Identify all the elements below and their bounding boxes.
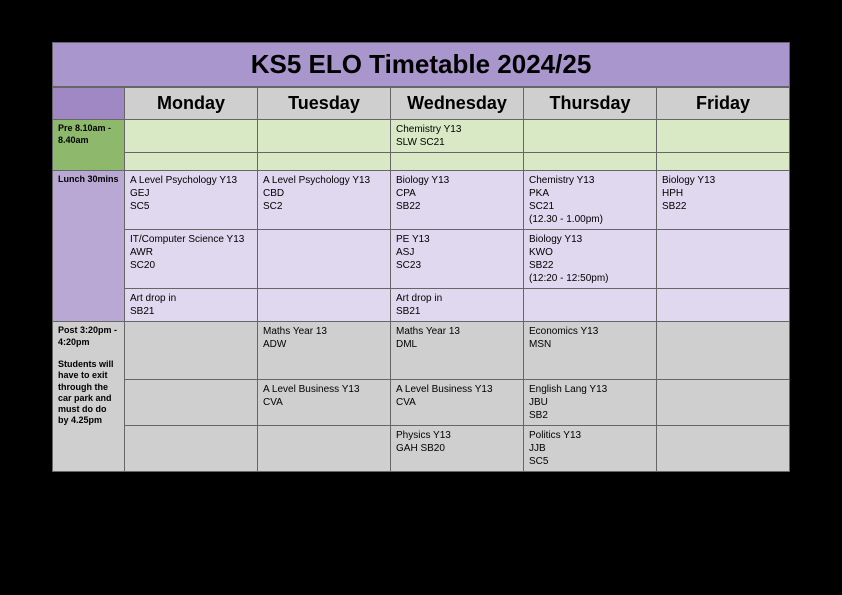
post-mon-3 <box>125 426 258 472</box>
lunch-thu-3 <box>524 289 657 322</box>
timetable: Monday Tuesday Wednesday Thursday Friday… <box>52 87 790 472</box>
lunch-row-3: Art drop inSB21 Art drop inSB21 <box>53 289 790 322</box>
lunch-wed-3: Art drop inSB21 <box>391 289 524 322</box>
post-tue-2: A Level Business Y13CVA <box>258 380 391 426</box>
post-fri-1 <box>657 322 790 380</box>
pre-row-1: Pre 8.10am - 8.40am Chemistry Y13SLW SC2… <box>53 120 790 153</box>
day-header-tuesday: Tuesday <box>258 88 391 120</box>
lunch-tue-2 <box>258 230 391 289</box>
pre-fri-2 <box>657 153 790 171</box>
post-wed-2: A Level Business Y13CVA <box>391 380 524 426</box>
lunch-wed-2: PE Y13ASJSC23 <box>391 230 524 289</box>
lunch-mon-1: A Level Psychology Y13GEJSC5 <box>125 171 258 230</box>
lunch-thu-1: Chemistry Y13PKASC21(12.30 - 1.00pm) <box>524 171 657 230</box>
post-mon-1 <box>125 322 258 380</box>
pre-wed-1: Chemistry Y13SLW SC21 <box>391 120 524 153</box>
post-row-3: Physics Y13GAH SB20 Politics Y13JJBSC5 <box>53 426 790 472</box>
post-thu-3: Politics Y13JJBSC5 <box>524 426 657 472</box>
day-header-friday: Friday <box>657 88 790 120</box>
lunch-mon-2: IT/Computer Science Y13AWRSC20 <box>125 230 258 289</box>
lunch-row-2: IT/Computer Science Y13AWRSC20 PE Y13ASJ… <box>53 230 790 289</box>
lunch-thu-2: Biology Y13KWOSB22(12:20 - 12:50pm) <box>524 230 657 289</box>
lunch-row-1: Lunch 30mins A Level Psychology Y13GEJSC… <box>53 171 790 230</box>
pre-fri-1 <box>657 120 790 153</box>
post-wed-1: Maths Year 13DML <box>391 322 524 380</box>
pre-thu-2 <box>524 153 657 171</box>
day-header-thursday: Thursday <box>524 88 657 120</box>
pre-tue-2 <box>258 153 391 171</box>
corner-cell <box>53 88 125 120</box>
pre-header: Pre 8.10am - 8.40am <box>53 120 125 171</box>
lunch-wed-1: Biology Y13CPASB22 <box>391 171 524 230</box>
pre-mon-1 <box>125 120 258 153</box>
lunch-mon-3: Art drop inSB21 <box>125 289 258 322</box>
post-thu-2: English Lang Y13JBUSB2 <box>524 380 657 426</box>
day-header-monday: Monday <box>125 88 258 120</box>
day-header-wednesday: Wednesday <box>391 88 524 120</box>
pre-row-2 <box>53 153 790 171</box>
post-thu-1: Economics Y13MSN <box>524 322 657 380</box>
post-row-2: A Level Business Y13CVA A Level Business… <box>53 380 790 426</box>
post-header: Post 3:20pm - 4:20pmStudents will have t… <box>53 322 125 472</box>
lunch-tue-1: A Level Psychology Y13CBDSC2 <box>258 171 391 230</box>
lunch-tue-3 <box>258 289 391 322</box>
lunch-fri-2 <box>657 230 790 289</box>
post-tue-1: Maths Year 13ADW <box>258 322 391 380</box>
post-fri-3 <box>657 426 790 472</box>
post-wed-3: Physics Y13GAH SB20 <box>391 426 524 472</box>
pre-mon-2 <box>125 153 258 171</box>
pre-tue-1 <box>258 120 391 153</box>
page-title: KS5 ELO Timetable 2024/25 <box>52 42 790 87</box>
pre-thu-1 <box>524 120 657 153</box>
header-row: Monday Tuesday Wednesday Thursday Friday <box>53 88 790 120</box>
post-row-1: Post 3:20pm - 4:20pmStudents will have t… <box>53 322 790 380</box>
lunch-fri-1: Biology Y13HPHSB22 <box>657 171 790 230</box>
lunch-header: Lunch 30mins <box>53 171 125 322</box>
post-mon-2 <box>125 380 258 426</box>
lunch-fri-3 <box>657 289 790 322</box>
post-tue-3 <box>258 426 391 472</box>
pre-wed-2 <box>391 153 524 171</box>
post-fri-2 <box>657 380 790 426</box>
timetable-container: KS5 ELO Timetable 2024/25 Monday Tuesday… <box>52 42 790 472</box>
